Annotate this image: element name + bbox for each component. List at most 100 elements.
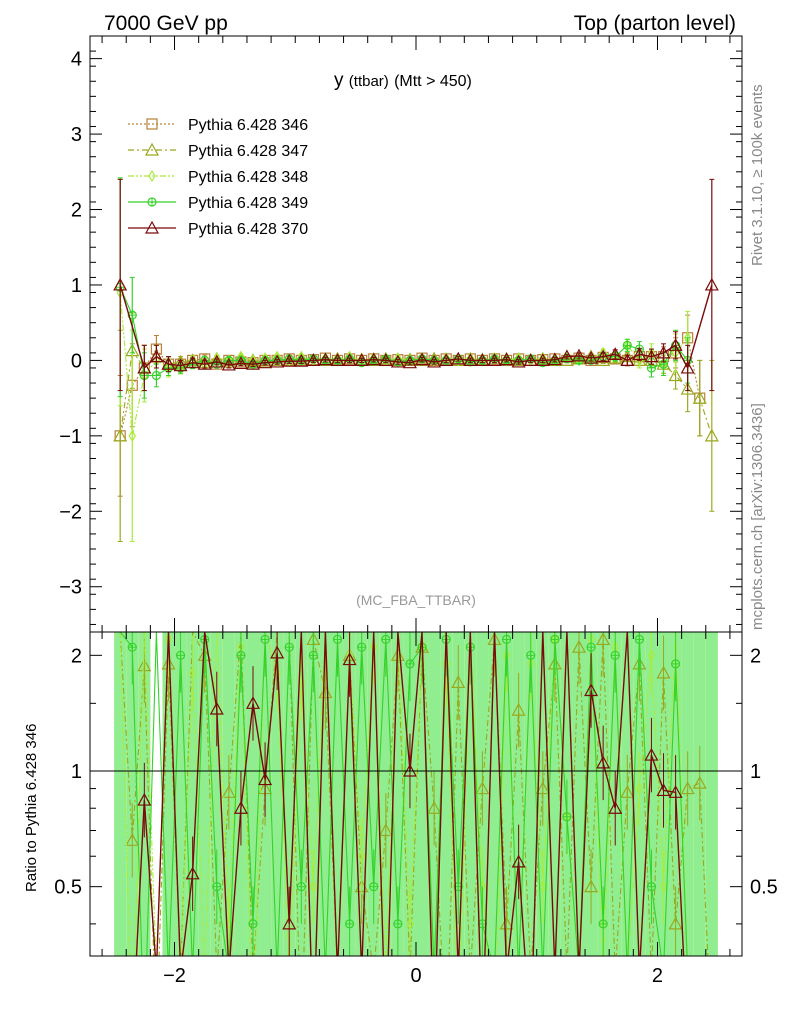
analysis-watermark: (MC_FBA_TTBAR) [356,592,476,608]
legend-label: Pythia 6.428 349 [188,195,308,212]
ratio-point [647,649,656,662]
data-point [502,354,511,367]
data-point [439,353,454,367]
plot-title-main: y [334,70,344,91]
data-point [306,353,321,367]
legend-marker [148,169,156,183]
legend-marker [144,220,160,234]
ratio-point [209,701,224,715]
ratio-band-green [331,632,344,956]
ratio-line [119,632,688,956]
data-point [197,356,212,370]
ratio-point [535,781,550,795]
axes-group: −3 −2 −1 0 1 2 3 4 0.5 0.5 1 1 2 2 −2 0 2 [54,35,778,987]
ratio-y-tick-label-right: 0.5 [750,877,778,899]
legend-marker [146,118,158,130]
header-right-title: Top (parton level) [574,12,736,35]
ratio-y-tick-label: 0.5 [54,877,82,899]
data-point [149,349,164,363]
ratio-y-tick-label: 1 [71,761,82,783]
rivet-label: Rivet 3.1.10, ≥ 100k events [749,84,766,266]
data-point [233,356,248,370]
ratio-point [125,833,140,846]
ratio-series-group [119,632,709,956]
data-point [559,349,574,363]
data-point [475,353,490,367]
ratio-line [135,632,685,956]
ratio-point [378,823,393,837]
data-point [668,338,683,351]
ratio-point [584,879,599,893]
data-point [415,352,430,366]
ratio-point [390,648,405,661]
data-point [499,352,514,366]
data-point [656,345,671,359]
ratio-point [309,880,318,893]
data-point [692,390,707,404]
data-point [128,429,136,443]
ratio-point [188,666,197,680]
ratio-point [270,645,285,659]
y-tick-label: −3 [59,577,82,599]
ratio-point [511,702,526,716]
data-point [427,354,442,368]
x-tick-label: −2 [163,965,186,987]
legend-label: Pythia 6.428 346 [188,117,308,134]
ratio-point [282,916,297,930]
y-tick-label: 3 [71,124,82,146]
data-point [523,353,538,367]
plot-title-rest: (Mtt > 450) [394,73,472,90]
data-point [704,428,719,442]
main-series-group [113,177,719,542]
data-point [366,352,381,366]
data-point [318,352,333,366]
data-point [294,353,309,367]
ratio-point [692,775,707,789]
ratio-point [668,785,683,798]
data-point [668,368,683,382]
ratio-series-3 [135,632,685,956]
y-tick-label: 2 [71,200,82,222]
data-point [680,360,695,374]
plot-title: y (ttbar) (Mtt > 450) [334,70,472,91]
data-point [113,428,128,442]
mcplots-label: mcplots.cern.ch [arXiv:1306.3436] [749,403,766,630]
data-point [584,350,599,364]
y-tick-label: 1 [71,275,82,297]
header-left-title: 7000 GeV pp [104,12,228,35]
y-tick-label: 4 [71,49,82,71]
data-point [635,354,644,367]
ratio-point [668,916,683,930]
data-point [282,353,297,367]
data-point [209,354,224,368]
ratio-band-green [343,632,356,956]
y-tick-label: −2 [59,501,82,523]
ratio-point [608,800,623,814]
x-tick-label: 2 [652,965,663,987]
ratio-point [245,696,261,709]
ratio-point [659,880,668,893]
ratio-point [656,783,671,797]
data-point [596,349,611,363]
ratio-point [620,785,635,798]
ratio-point [185,866,200,880]
ratio-point [221,785,236,798]
ratio-point [596,755,611,769]
legend-label: Pythia 6.428 370 [188,221,308,238]
ratio-point [584,683,599,697]
ratio-band-green [114,632,127,956]
ratio-y-tick-label-right: 1 [750,761,761,783]
data-point [463,353,478,367]
ratio-point [427,800,442,814]
data-point [378,353,393,367]
data-point [402,355,417,369]
series-line [119,284,713,370]
ratio-point [342,652,357,666]
data-point [161,356,176,370]
ratio-band-green [126,632,139,956]
data-point [608,347,623,360]
ratio-point [644,747,659,761]
ratio-point [511,854,526,868]
y-tick-label: 0 [71,350,82,372]
